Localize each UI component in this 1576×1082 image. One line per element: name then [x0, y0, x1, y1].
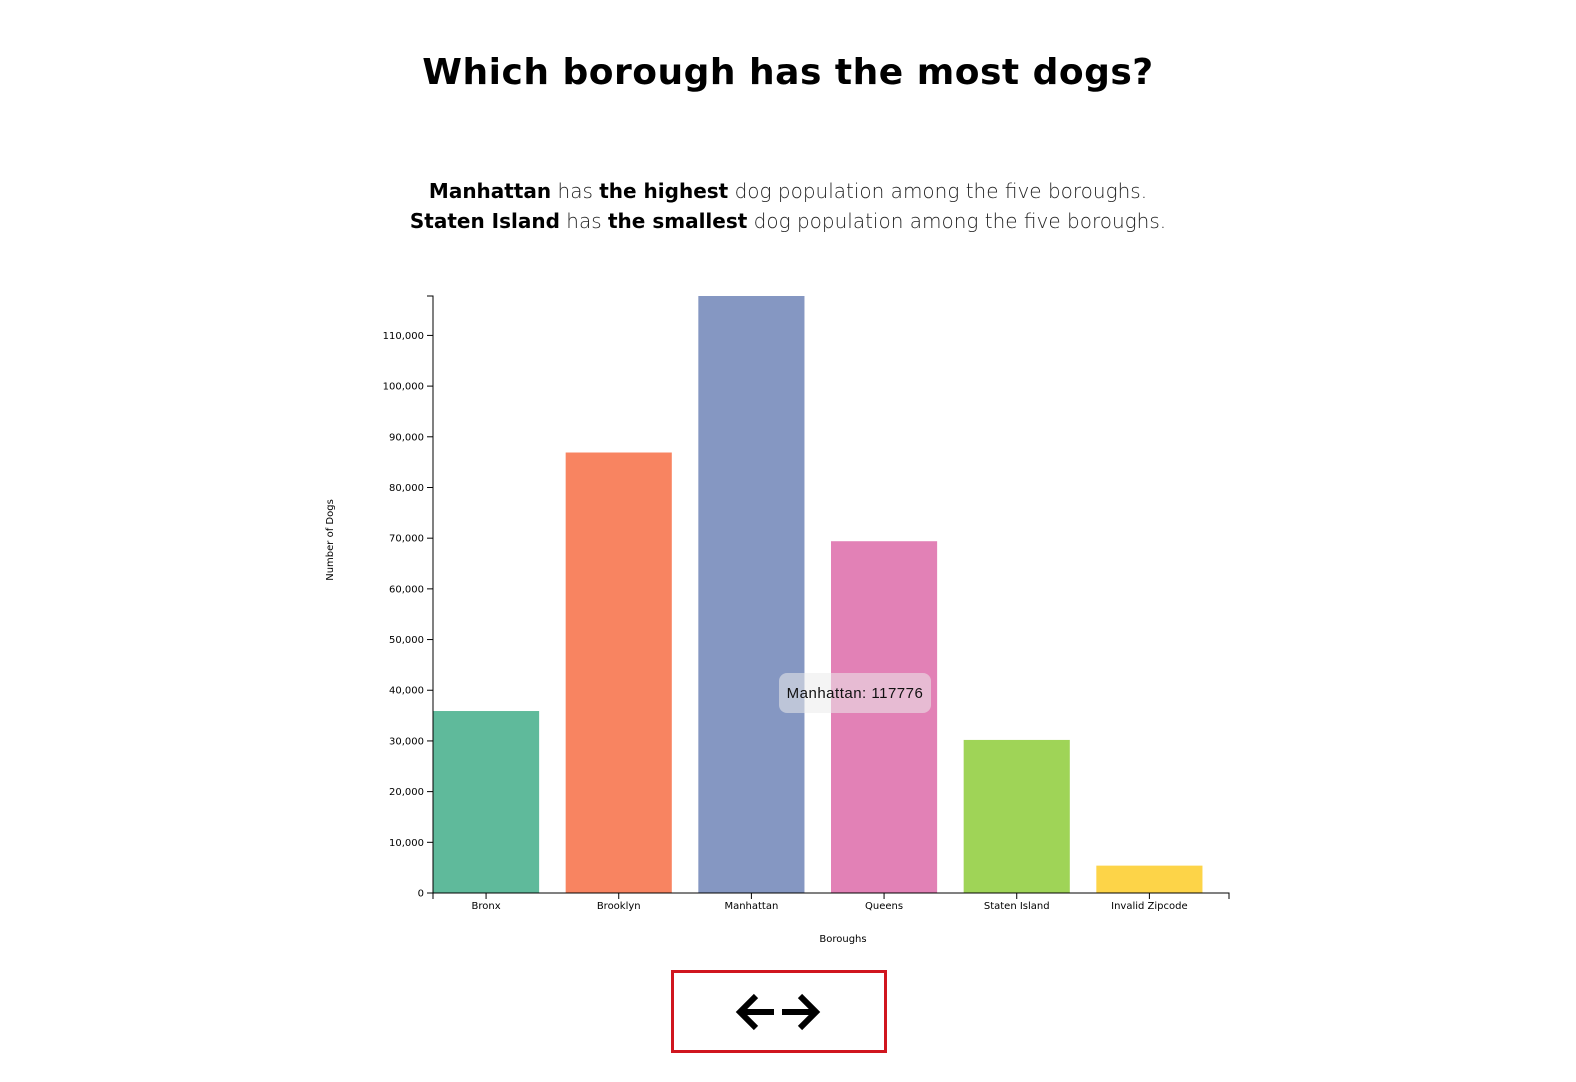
- summary-connector: has: [551, 179, 600, 203]
- x-axis-title: Boroughs: [819, 934, 866, 945]
- summary-connector: has: [559, 209, 608, 233]
- y-tick-label: 60,000: [389, 584, 424, 595]
- bar-brooklyn[interactable]: [565, 452, 672, 893]
- page-title: Which borough has the most dogs?: [422, 52, 1154, 93]
- y-axis-line: [427, 295, 434, 894]
- summary-text: Manhattan has the highest dog population…: [0, 176, 1576, 236]
- x-tick-label: Brooklyn: [597, 901, 641, 912]
- summary-rest: dog population among the five boroughs.: [747, 209, 1167, 233]
- navigation-arrows-button[interactable]: [671, 970, 887, 1053]
- y-tick-label: 40,000: [389, 686, 424, 697]
- bar-chart: 0 10,000 20,000 30,000 40,000 50,000 60,000 70,…: [325, 295, 1230, 945]
- summary-rest: dog population among the five boroughs.: [728, 179, 1148, 203]
- bar-tooltip: Manhattan: 117776: [779, 673, 931, 713]
- arrow-right-icon: [782, 993, 821, 1030]
- bar-manhattan[interactable]: [698, 296, 805, 893]
- x-tick-label: Staten Island: [984, 901, 1050, 912]
- summary-qualifier-highest: the highest: [599, 179, 729, 203]
- y-tick-label: 30,000: [389, 736, 424, 747]
- y-tick-label: 80,000: [389, 483, 424, 494]
- summary-qualifier-smallest: the smallest: [608, 209, 748, 233]
- y-tick-label: 10,000: [389, 838, 424, 849]
- y-tick-label: 50,000: [389, 635, 424, 646]
- summary-line-highest: Manhattan has the highest dog population…: [0, 176, 1576, 206]
- bar-bronx[interactable]: [433, 711, 540, 893]
- y-tick-label: 0: [418, 889, 424, 900]
- summary-borough-highest: Manhattan: [428, 179, 552, 203]
- y-tick-label: 20,000: [389, 787, 424, 798]
- summary-line-smallest: Staten Island has the smallest dog popul…: [0, 206, 1576, 236]
- x-axis: Bronx Brooklyn Manhattan Queens Staten Islan…: [432, 892, 1230, 912]
- arrow-left-icon: [735, 993, 774, 1030]
- y-tick-label: 70,000: [389, 534, 424, 545]
- bar-invalid-zipcode[interactable]: [1096, 865, 1203, 893]
- bar-staten-island[interactable]: [963, 739, 1070, 893]
- x-tick-label: Invalid Zipcode: [1111, 901, 1188, 912]
- y-tick-label: 110,000: [383, 331, 424, 342]
- y-tick-label: 100,000: [383, 382, 424, 393]
- y-axis: 0 10,000 20,000 30,000 40,000 50,000 60,000 70,…: [383, 295, 434, 900]
- summary-borough-smallest: Staten Island: [409, 209, 560, 233]
- y-tick-label: 90,000: [389, 432, 424, 443]
- x-tick-label: Bronx: [471, 901, 500, 912]
- x-tick-label: Queens: [865, 901, 903, 912]
- bar-queens[interactable]: [831, 541, 938, 893]
- x-axis-line: [432, 892, 1230, 899]
- y-axis-title: Number of Dogs: [325, 499, 336, 581]
- bars-group: [433, 296, 1203, 893]
- x-tick-label: Manhattan: [724, 901, 778, 912]
- arrows-icon-group: [735, 993, 821, 1030]
